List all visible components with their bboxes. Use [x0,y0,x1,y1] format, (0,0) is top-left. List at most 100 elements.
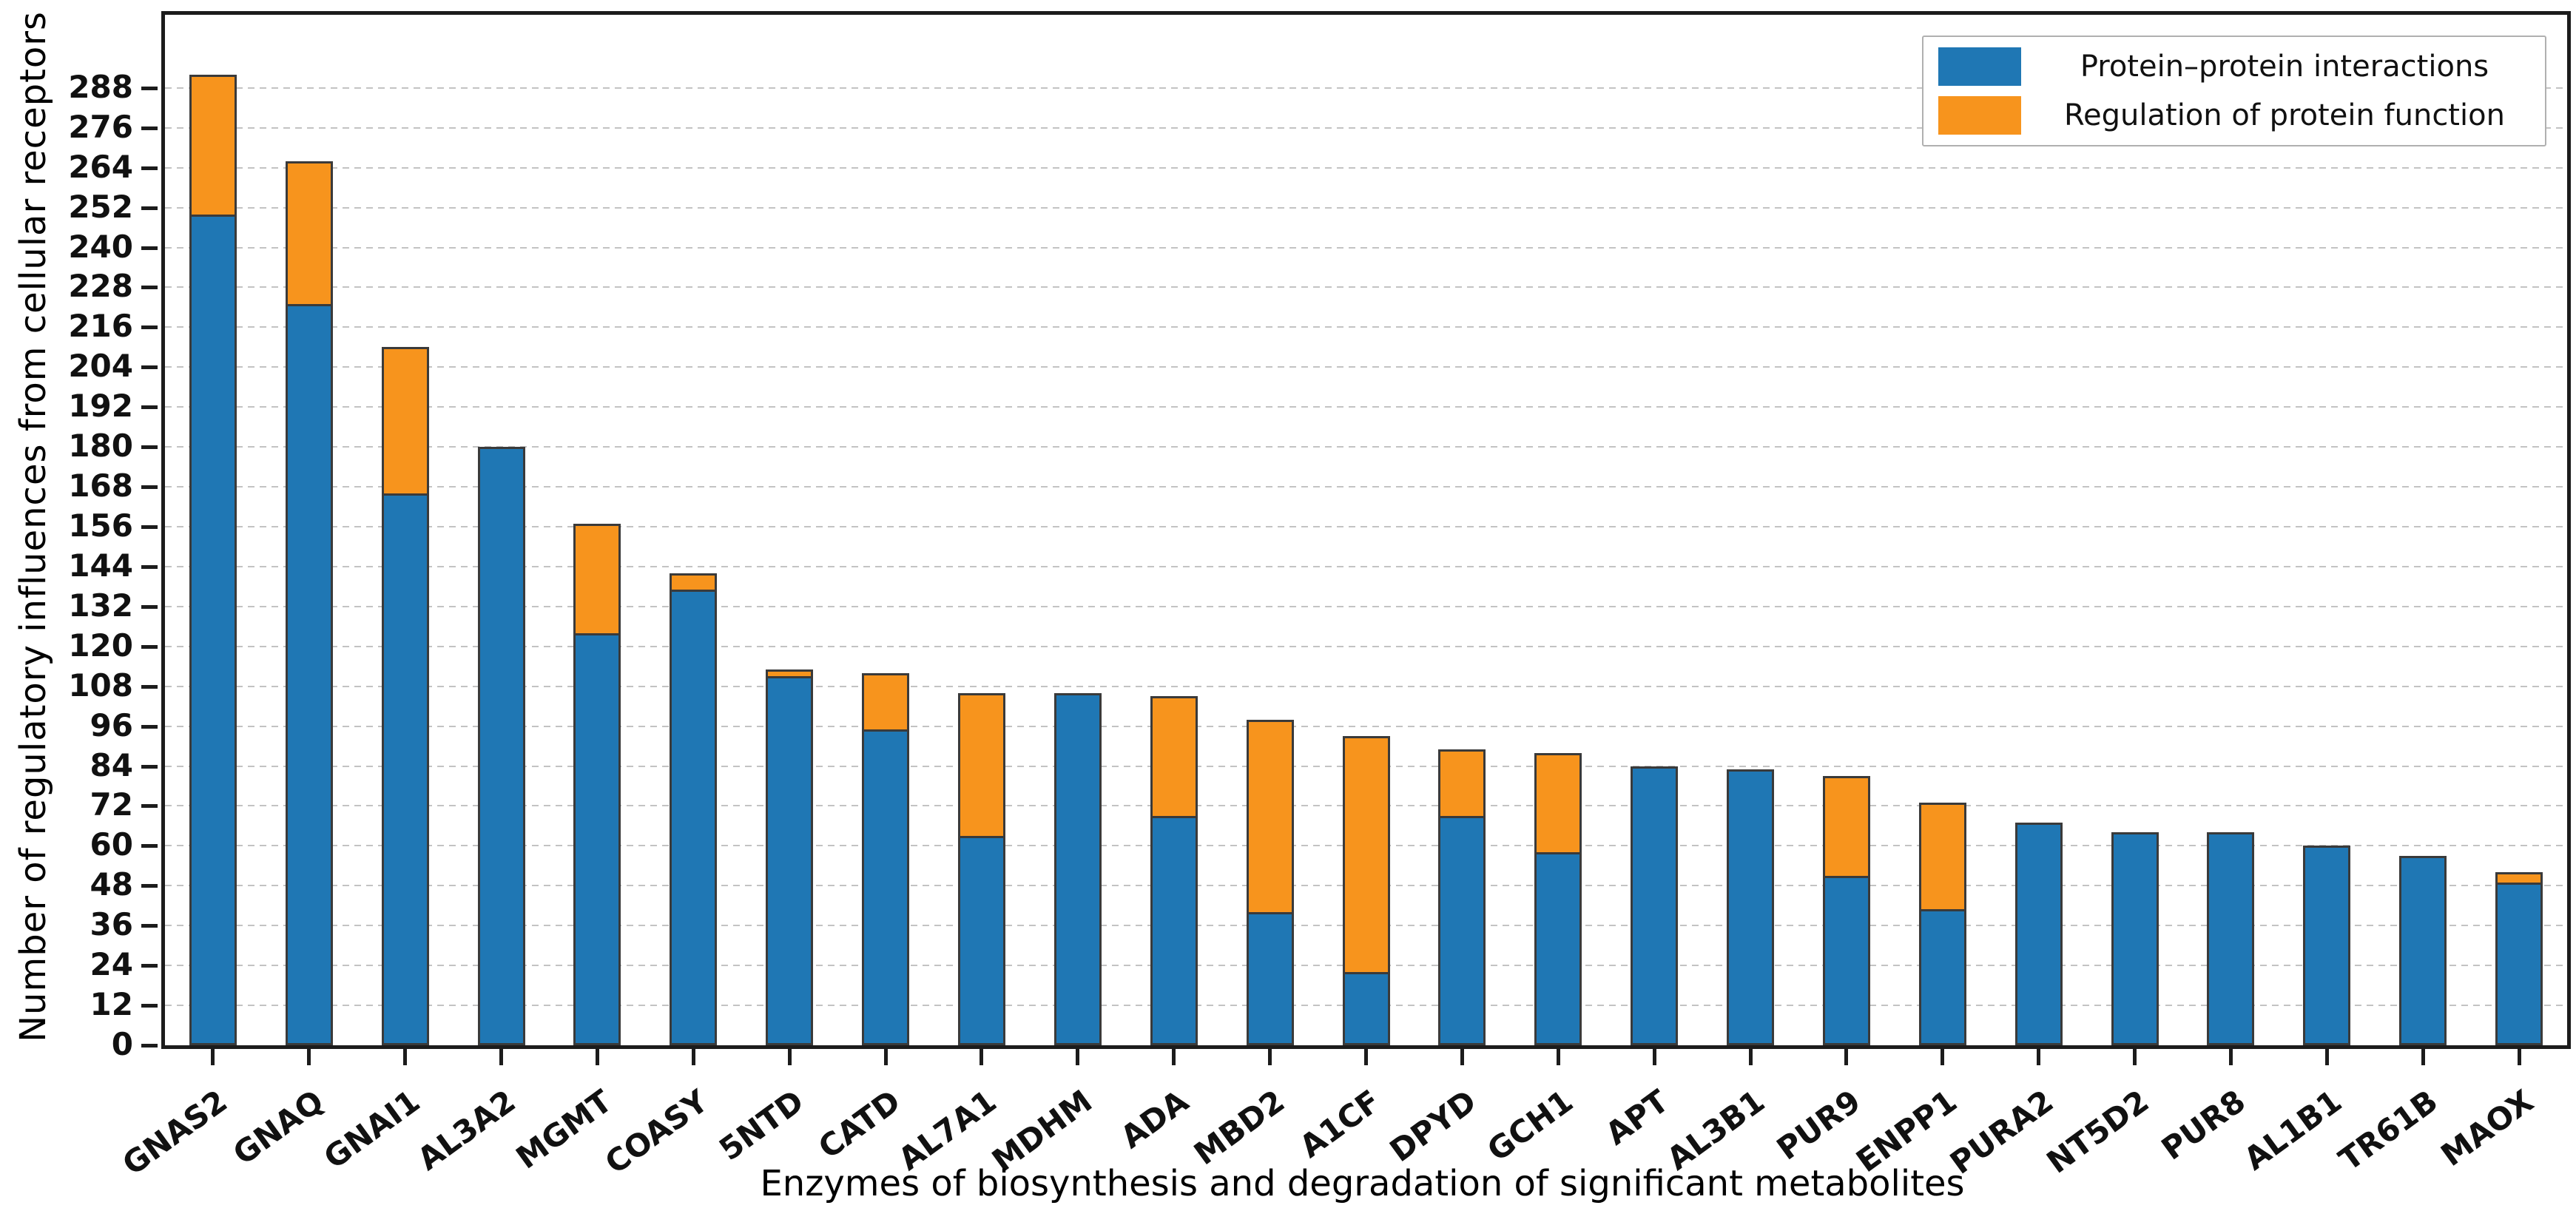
plot-area: Protein–protein interactions Regulation … [161,11,2571,1049]
bar-COASY-ppi-segment [670,590,718,1045]
bar-GCH1-ppi-segment [1534,852,1582,1045]
gridline-132 [165,605,2567,607]
gridline-192 [165,406,2567,408]
x-tick-mark [691,1049,695,1065]
x-tick-mark [2517,1049,2521,1065]
gridline-276 [165,126,2567,129]
y-tick-mark [141,405,158,410]
y-tick-label: 288 [68,68,133,105]
gridline-156 [165,526,2567,527]
x-tick-mark [1076,1049,1080,1065]
bar-GNAQ-rpf-segment [285,161,333,306]
x-tick-mark [787,1049,792,1065]
y-tick-label: 276 [68,108,133,145]
y-tick-label: 252 [68,188,133,225]
x-tick-mark [980,1049,984,1065]
bar-GNAI1-rpf-segment [381,347,429,496]
x-tick-mark [1748,1049,1753,1065]
bar-PUR9-ppi-segment [1822,875,1870,1045]
y-tick-label: 204 [68,348,133,385]
x-category-label-MGMT: MGMT [509,1082,618,1176]
y-tick-mark [141,684,158,689]
x-tick-mark [2421,1049,2425,1065]
y-tick-mark [141,764,158,769]
y-tick-mark [141,964,158,968]
legend-item-ppi: Protein–protein interactions [1938,47,2530,86]
bar-GNAS2-rpf-segment [189,74,237,217]
bar-AL3A2-ppi-segment [477,447,525,1045]
y-tick-label: 192 [68,388,133,425]
y-tick-mark [141,724,158,729]
x-tick-mark [1172,1049,1176,1065]
bar-MAOX-ppi-segment [2495,882,2543,1045]
gridline-240 [165,246,2567,249]
x-tick-mark [595,1049,599,1065]
x-category-label-PUR8: PUR8 [2154,1082,2252,1167]
x-tick-mark [2037,1049,2041,1065]
y-tick-mark [141,1044,158,1047]
y-tick-mark [141,1004,158,1008]
y-tick-label: 84 [90,746,133,783]
bar-A1CF-rpf-segment [1342,736,1390,975]
gridline-264 [165,166,2567,169]
bar-AL1B1-ppi-segment [2303,846,2351,1045]
bar-ENPP1-rpf-segment [1918,802,1966,911]
x-category-label-GNAI1: GNAI1 [317,1082,427,1176]
x-category-label-5NTD: 5NTD [712,1082,811,1168]
bar-A1CF-ppi-segment [1342,972,1390,1045]
bar-MGMT-ppi-segment [573,632,621,1045]
x-category-label-ADA: ADA [1113,1082,1196,1156]
bar-ADA-ppi-segment [1150,815,1198,1045]
y-tick-mark [141,325,158,330]
gridline-228 [165,286,2567,289]
y-tick-label: 264 [68,148,133,185]
y-tick-label: 12 [90,986,133,1023]
x-tick-mark [883,1049,888,1065]
y-tick-mark [141,206,158,210]
bar-APT-ppi-segment [1631,766,1679,1045]
legend-label-ppi: Protein–protein interactions [2080,50,2489,84]
x-category-label-APT: APT [1599,1082,1676,1153]
y-tick-label: 72 [90,786,133,823]
x-category-label-MAOX: MAOX [2434,1082,2540,1174]
gridline-288 [165,87,2567,89]
y-tick-label: 240 [68,228,133,265]
x-tick-mark [499,1049,504,1065]
y-tick-mark [141,86,158,90]
bar-CATD-rpf-segment [862,672,910,732]
gridline-180 [165,446,2567,448]
y-tick-label: 168 [68,468,133,505]
legend-swatch-blue-icon [1938,47,2021,86]
x-tick-mark [1652,1049,1656,1065]
y-tick-label: 108 [68,667,133,704]
bar-AL7A1-ppi-segment [957,835,1005,1045]
x-tick-mark [211,1049,215,1065]
y-tick-mark [141,286,158,290]
x-category-label-CATD: CATD [811,1082,907,1166]
gridline-120 [165,645,2567,647]
x-tick-mark [1268,1049,1272,1065]
bar-MGMT-rpf-segment [573,523,621,635]
y-tick-mark [141,525,158,529]
gridline-252 [165,206,2567,209]
x-tick-mark [1460,1049,1464,1065]
y-tick-label: 156 [68,507,133,544]
y-tick-mark [141,365,158,370]
x-category-label-DPYD: DPYD [1383,1082,1483,1170]
bar-COASY-rpf-segment [670,573,718,593]
x-axis-label: Enzymes of biosynthesis and degradation … [760,1163,1965,1204]
legend-swatch-orange-icon [1938,96,2021,135]
bar-MBD2-rpf-segment [1246,719,1294,915]
y-tick-label: 96 [90,706,133,743]
gridline-144 [165,565,2567,567]
bar-DPYD-ppi-segment [1438,815,1486,1045]
x-tick-mark [2133,1049,2137,1065]
bar-MDHM-ppi-segment [1053,692,1102,1045]
legend-item-rpf: Regulation of protein function [1938,96,2530,135]
x-tick-mark [307,1049,311,1065]
y-tick-mark [141,166,158,170]
y-tick-mark [141,924,158,928]
bar-AL7A1-rpf-segment [957,692,1005,838]
y-tick-mark [141,485,158,490]
